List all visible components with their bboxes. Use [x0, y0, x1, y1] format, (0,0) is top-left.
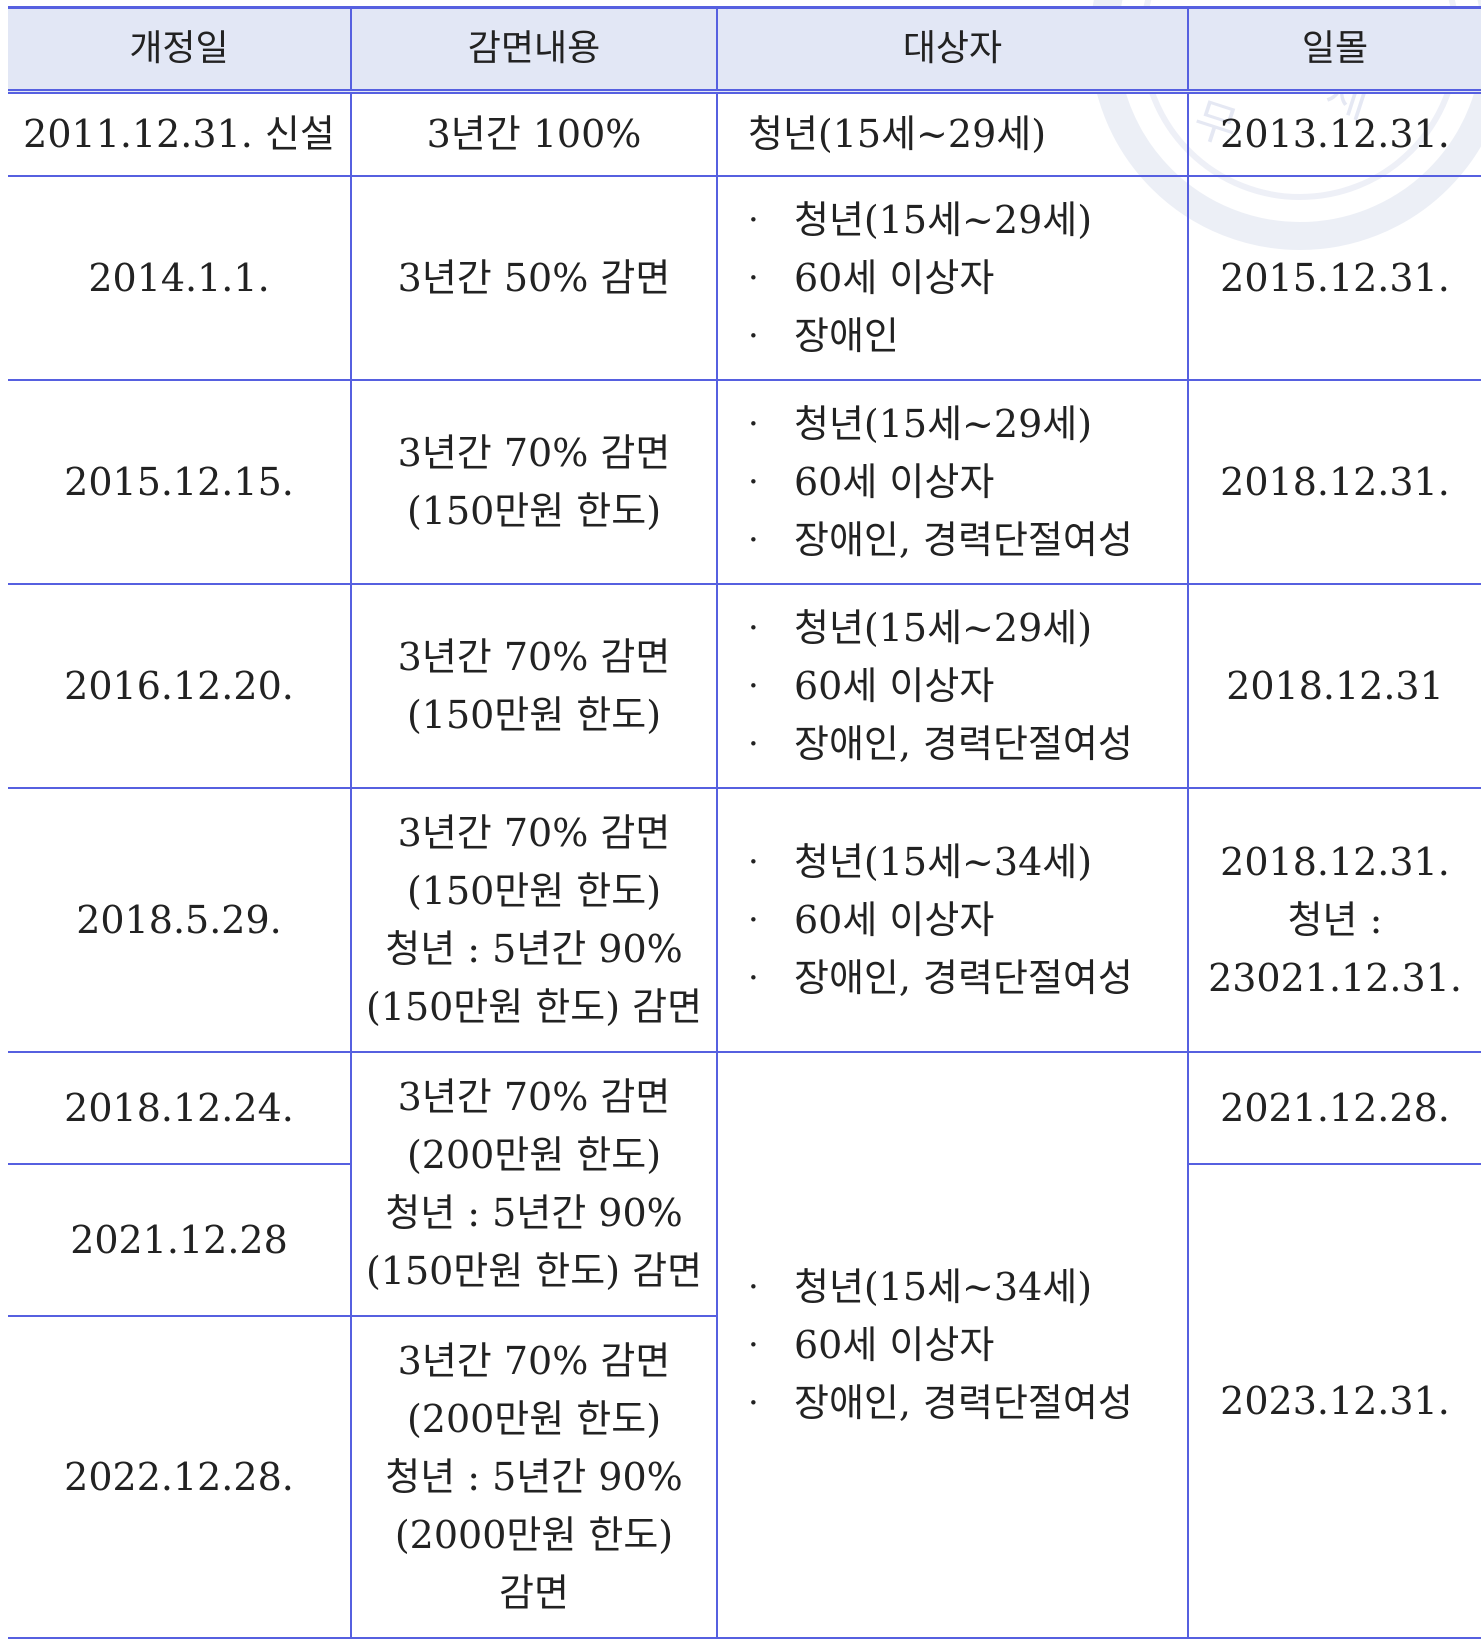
eligible-item: 장애인: [748, 307, 1092, 365]
sunset-date-cell: 2018.12.31.: [1187, 378, 1481, 585]
revision-date-cell: 2021.12.28: [8, 1162, 352, 1317]
eligible-item: 60세 이상자: [748, 1316, 1133, 1374]
table-header-row: 개정일 감면내용 대상자 일몰: [8, 6, 1481, 94]
revision-date-cell: 2015.12.15.: [8, 378, 352, 585]
content-line: 3년간 100%: [426, 112, 642, 157]
eligible-item: 청년(15세~29세): [748, 191, 1092, 249]
reduction-content-cell: 3년간 70% 감면 (150만원 한도) 청년 : 5년간 90% (150만…: [350, 786, 718, 1053]
sunset-line: 2018.12.31.: [1220, 459, 1450, 504]
sunset-line: 청년 :: [1287, 897, 1383, 942]
revision-date-cell: 2016.12.20.: [8, 582, 352, 789]
revision-date-cell: 2011.12.31. 신설: [8, 90, 352, 177]
reduction-content-cell: 3년간 50% 감면: [350, 174, 718, 381]
eligible-item: 60세 이상자: [748, 453, 1133, 511]
eligible-persons-cell: 청년(15세~29세): [716, 90, 1189, 177]
sunset-date-cell: 2018.12.31: [1187, 582, 1481, 789]
eligible-list: 청년(15세~34세) 60세 이상자 장애인, 경력단절여성: [748, 833, 1133, 1007]
eligible-persons-cell: 청년(15세~29세) 60세 이상자 장애인: [716, 174, 1189, 381]
table-row: 2018.12.24. 3년간 70% 감면 (200만원 한도) 청년 : 5…: [8, 1050, 1481, 1639]
content-line: 3년간 70% 감면: [397, 634, 671, 679]
reduction-content-cell: 3년간 70% 감면 (150만원 한도): [350, 582, 718, 789]
table-row: 2021.12.28 2023.12.31.: [8, 1162, 1481, 1639]
table-row: 2016.12.20. 3년간 70% 감면 (150만원 한도) 청년(15세…: [8, 582, 1481, 789]
reduction-content-cell: 3년간 70% 감면 (200만원 한도) 청년 : 5년간 90% (150만…: [350, 1050, 718, 1317]
eligible-list: 청년(15세~29세) 60세 이상자 장애인, 경력단절여성: [748, 599, 1133, 773]
content-line: 3년간 70% 감면: [397, 810, 671, 855]
sunset-line: 2015.12.31.: [1220, 255, 1450, 300]
content-line: (150만원 한도) 감면: [365, 1248, 703, 1293]
eligible-item: 장애인, 경력단절여성: [748, 949, 1133, 1007]
eligible-persons-cell: 청년(15세~29세) 60세 이상자 장애인, 경력단절여성: [716, 582, 1189, 789]
content-line: (150만원 한도): [406, 868, 662, 913]
sunset-line: 23021.12.31.: [1208, 955, 1462, 1000]
content-line: (150만원 한도): [406, 488, 662, 533]
revision-date-cell: 2022.12.28.: [8, 1314, 352, 1639]
eligible-item: 청년(15세~29세): [748, 395, 1133, 453]
sunset-date-cell: 2013.12.31.: [1187, 90, 1481, 177]
eligible-item: 장애인, 경력단절여성: [748, 715, 1133, 773]
sunset-line: 2013.12.31.: [1220, 112, 1450, 157]
content-line: (200만원 한도): [406, 1396, 662, 1441]
sunset-date-cell: 2015.12.31.: [1187, 174, 1481, 381]
sunset-date-cell: 2018.12.31. 청년 : 23021.12.31.: [1187, 786, 1481, 1053]
table-row: 2014.1.1. 3년간 50% 감면 청년(15세~29세) 60세 이상자…: [8, 174, 1481, 381]
content-line: 감면: [499, 1570, 569, 1615]
header-sunset-date: 일몰: [1187, 6, 1481, 94]
content-line: 3년간 70% 감면: [397, 1338, 671, 1383]
content-line: 청년 : 5년간 90%: [385, 1190, 683, 1235]
eligible-item: 장애인, 경력단절여성: [748, 511, 1133, 569]
reduction-content-cell: 3년간 100%: [350, 90, 718, 177]
eligible-item: 청년(15세~34세): [748, 1258, 1133, 1316]
sunset-line: 2021.12.28.: [1220, 1085, 1450, 1130]
sunset-date-cell: 2021.12.28.: [1187, 1050, 1481, 1165]
reduction-content-cell: 3년간 70% 감면 (200만원 한도) 청년 : 5년간 90% (2000…: [350, 1314, 717, 1639]
eligible-list: 청년(15세~29세) 60세 이상자 장애인, 경력단절여성: [748, 395, 1133, 569]
revision-date-cell: 2014.1.1.: [8, 174, 352, 381]
eligible-persons-cell: 청년(15세~29세) 60세 이상자 장애인, 경력단절여성: [716, 378, 1189, 585]
content-line: 3년간 70% 감면: [397, 430, 671, 475]
revision-date-cell: 2018.12.24.: [8, 1050, 352, 1165]
content-line: (2000만원 한도): [394, 1512, 674, 1557]
content-line: 청년 : 5년간 90%: [385, 926, 683, 971]
reduction-content-cell: 3년간 70% 감면 (150만원 한도): [350, 378, 718, 585]
content-line: 3년간 50% 감면: [397, 255, 671, 300]
sunset-line: 2018.12.31.: [1220, 839, 1450, 884]
header-eligible-persons: 대상자: [716, 6, 1189, 94]
table-row: 2011.12.31. 신설 3년간 100% 청년(15세~29세) 2013…: [8, 90, 1481, 177]
content-line: 청년 : 5년간 90%: [385, 1454, 683, 1499]
eligible-item: 장애인, 경력단절여성: [748, 1374, 1133, 1432]
content-line: (150만원 한도) 감면: [365, 984, 703, 1029]
eligible-list: 청년(15세~34세) 60세 이상자 장애인, 경력단절여성: [748, 1258, 1133, 1432]
table-row: 2022.12.28. 3년간 70% 감면 (200만원 한도) 청년 : 5…: [8, 1314, 1481, 1639]
eligible-persons-cell: 청년(15세~34세) 60세 이상자 장애인, 경력단절여성: [716, 786, 1189, 1053]
sunset-date-cell: 2023.12.31.: [1187, 1162, 1481, 1639]
sunset-line: 2023.12.31.: [1220, 1378, 1450, 1423]
header-revision-date: 개정일: [8, 6, 352, 94]
eligible-item: 60세 이상자: [748, 249, 1092, 307]
eligible-item: 60세 이상자: [748, 657, 1133, 715]
eligible-persons-cell: 청년(15세~34세) 60세 이상자 장애인, 경력단절여성: [716, 1050, 1189, 1639]
table-row: 2018.5.29. 3년간 70% 감면 (150만원 한도) 청년 : 5년…: [8, 786, 1481, 1053]
content-line: (150만원 한도): [406, 692, 662, 737]
eligible-list: 청년(15세~29세) 60세 이상자 장애인: [748, 191, 1092, 365]
eligible-item: 청년(15세~29세): [748, 599, 1133, 657]
tax-reduction-history-table: 개정일 감면내용 대상자 일몰 2011.12.31. 신설 3년간 100% …: [8, 6, 1481, 1639]
eligible-item: 60세 이상자: [748, 891, 1133, 949]
sunset-line: 2018.12.31: [1226, 663, 1444, 708]
revision-date-cell: 2018.5.29.: [8, 786, 352, 1053]
header-reduction-content: 감면내용: [350, 6, 718, 94]
content-line: 3년간 70% 감면: [397, 1074, 671, 1119]
content-line: (200만원 한도): [406, 1132, 662, 1177]
eligible-item: 청년(15세~34세): [748, 833, 1133, 891]
table-row: 2015.12.15. 3년간 70% 감면 (150만원 한도) 청년(15세…: [8, 378, 1481, 585]
